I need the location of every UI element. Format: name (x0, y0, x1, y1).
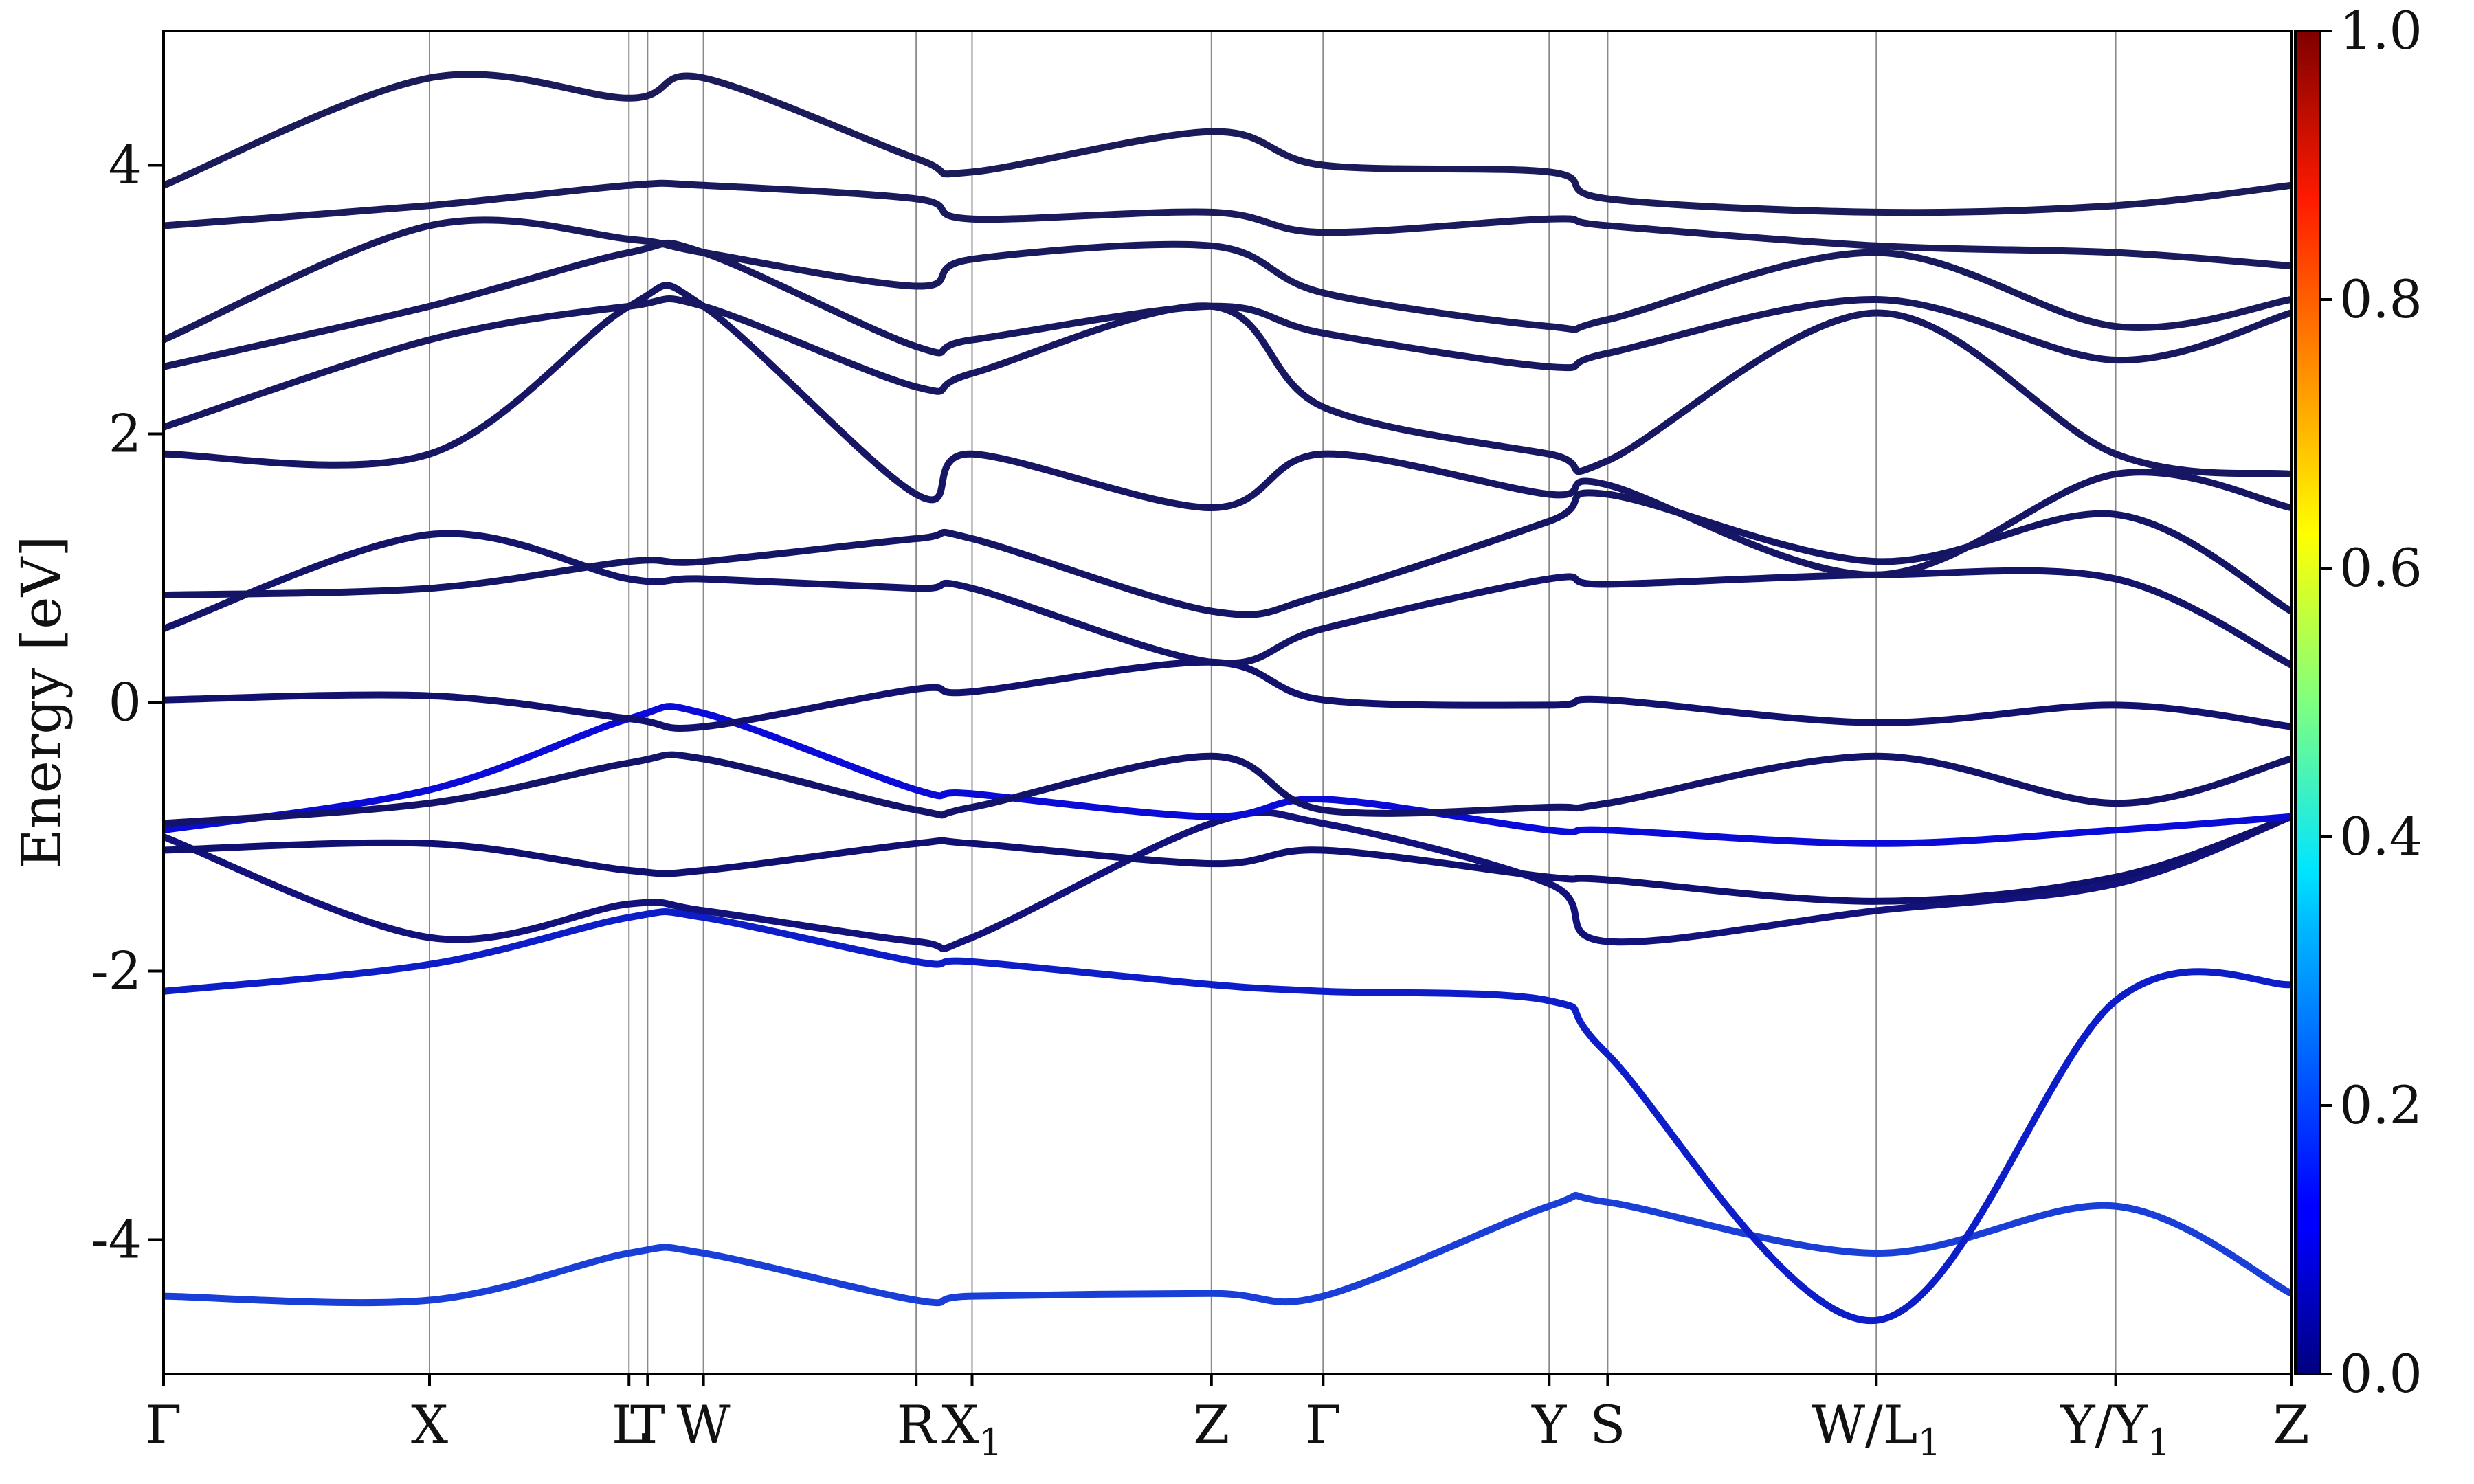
kpoint-label: S (1590, 1394, 1625, 1455)
colorbar-tick-label: 0.0 (2339, 1343, 2422, 1404)
y-axis-ticks: -4 -2 0 2 4 (91, 135, 164, 1270)
kpoint-label: W/L1 (1812, 1394, 1941, 1464)
band-line (164, 751, 2291, 827)
x-axis-ticks: Γ X LT W R X1 Z Γ Y S W/L1 Y/Y1 Z (146, 1374, 2310, 1464)
y-tick-label: -2 (91, 941, 142, 1002)
kpoint-label: X (411, 1394, 448, 1455)
band-lines (164, 71, 2291, 1324)
colorbar-gradient (2294, 30, 2321, 1375)
band-line (164, 809, 2291, 952)
band-line (164, 658, 2291, 732)
y-tick-label: -4 (91, 1209, 142, 1270)
band-line (164, 282, 2291, 578)
colorbar-tick-label: 0.4 (2339, 806, 2422, 867)
kpoint-label: Z (1193, 1394, 1229, 1455)
colorbar-tick-label: 0.6 (2339, 537, 2422, 598)
kpoint-label: R (897, 1394, 938, 1455)
band-line (164, 295, 2291, 478)
band-line (164, 239, 2291, 372)
band-line (164, 71, 2291, 216)
kpoint-label: X1 (941, 1394, 1002, 1464)
band-line (164, 908, 2291, 1324)
band-line (164, 489, 2291, 618)
band-line (164, 216, 2291, 344)
kpoint-label: L (612, 1394, 646, 1455)
colorbar-tick-label: 0.8 (2339, 269, 2422, 330)
band-line (164, 813, 2291, 905)
band-line (164, 1191, 2291, 1307)
kpoint-label: Γ (1305, 1394, 1341, 1455)
y-tick-label: 0 (109, 672, 142, 733)
band-line (164, 179, 2291, 270)
kpoint-label: Γ (146, 1394, 182, 1455)
colorbar: 0.0 0.2 0.4 0.6 0.8 1.0 (2294, 0, 2422, 1404)
kpoint-divider-lines (429, 31, 2117, 1374)
kpoint-label: T (630, 1394, 665, 1455)
kpoint-label: Y/Y1 (2060, 1394, 2170, 1464)
band-line (164, 530, 2291, 668)
y-tick-label: 2 (109, 403, 142, 464)
kpoint-label: Z (2273, 1394, 2310, 1455)
colorbar-ticks: 0.0 0.2 0.4 0.6 0.8 1.0 (2320, 0, 2422, 1404)
band-line (164, 703, 2291, 847)
y-axis-label: Energy [eV] (10, 536, 74, 869)
y-tick-label: 4 (109, 135, 142, 196)
colorbar-tick-label: 0.2 (2339, 1075, 2422, 1136)
kpoint-label: W (677, 1394, 731, 1455)
kpoint-label: Y (1531, 1394, 1567, 1455)
colorbar-tick-label: 1.0 (2339, 0, 2422, 61)
